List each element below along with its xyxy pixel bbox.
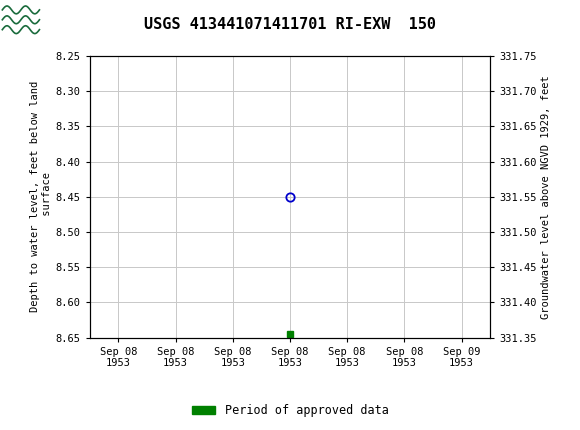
Text: USGS 413441071411701 RI-EXW  150: USGS 413441071411701 RI-EXW 150 [144,17,436,32]
Text: USGS: USGS [48,11,88,29]
Y-axis label: Groundwater level above NGVD 1929, feet: Groundwater level above NGVD 1929, feet [541,75,551,319]
Bar [2,3,42,37]
Y-axis label: Depth to water level, feet below land
 surface: Depth to water level, feet below land su… [30,81,52,312]
Legend: Period of approved data: Period of approved data [187,399,393,422]
